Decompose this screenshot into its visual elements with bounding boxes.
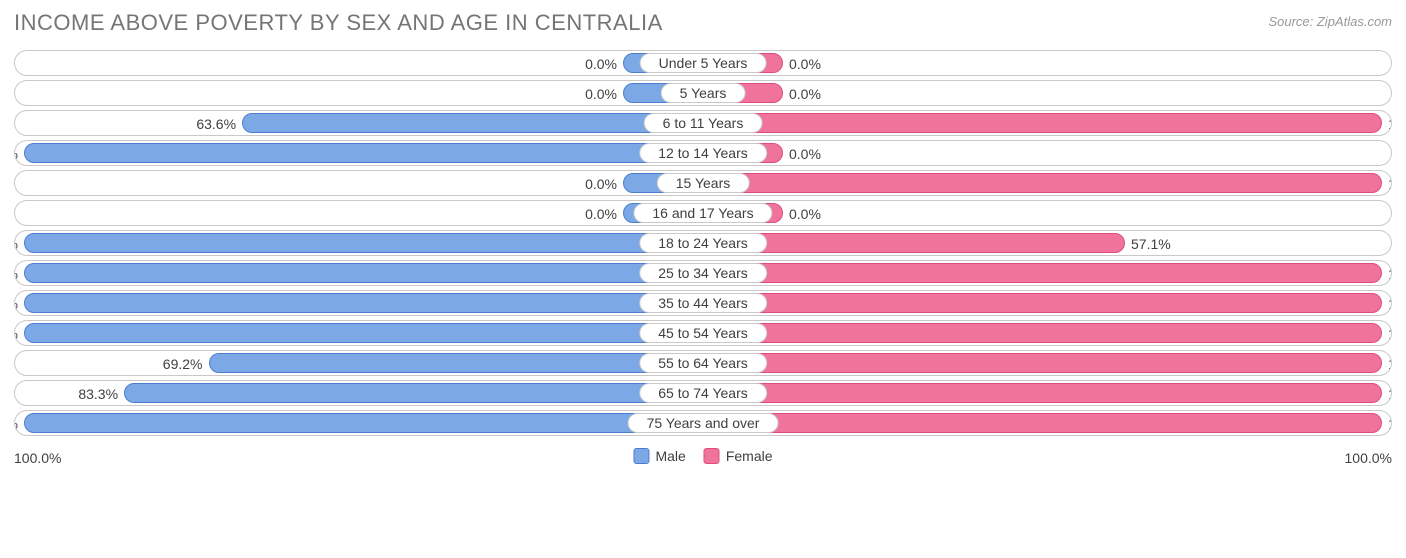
age-label: 6 to 11 Years <box>644 113 763 133</box>
chart-header: INCOME ABOVE POVERTY BY SEX AND AGE IN C… <box>14 10 1392 36</box>
bar-male <box>24 293 703 313</box>
age-label: 45 to 54 Years <box>639 323 767 343</box>
bar-female <box>703 323 1382 343</box>
legend-label-male: Male <box>655 448 685 464</box>
chart-row: 83.3% 100.0% 65 to 74 Years <box>14 380 1392 406</box>
bar-male <box>124 383 703 403</box>
chart-row: 100.0% 100.0% 35 to 44 Years <box>14 290 1392 316</box>
bar-female <box>703 353 1382 373</box>
legend-item-female: Female <box>704 448 773 464</box>
age-label: Under 5 Years <box>640 53 767 73</box>
bar-female <box>703 413 1382 433</box>
bar-male <box>24 263 703 283</box>
chart-rows: 0.0% 0.0% Under 5 Years 0.0% 0.0% 5 Years 63.6… <box>14 50 1392 436</box>
chart-row: 100.0% 0.0% 12 to 14 Years <box>14 140 1392 166</box>
age-label: 15 Years <box>657 173 750 193</box>
pct-label-male: 100.0% <box>14 411 18 436</box>
legend-item-male: Male <box>633 448 685 464</box>
pct-label-male: 83.3% <box>78 381 118 406</box>
pct-label-female: 100.0% <box>1388 171 1392 196</box>
age-label: 16 and 17 Years <box>633 203 772 223</box>
chart-title: INCOME ABOVE POVERTY BY SEX AND AGE IN C… <box>14 10 663 36</box>
axis-label-right: 100.0% <box>1345 450 1392 466</box>
age-label: 35 to 44 Years <box>639 293 767 313</box>
chart-row: 100.0% 100.0% 45 to 54 Years <box>14 320 1392 346</box>
chart-row: 100.0% 100.0% 25 to 34 Years <box>14 260 1392 286</box>
pct-label-male: 0.0% <box>585 51 617 76</box>
bar-male <box>24 323 703 343</box>
pct-label-male: 100.0% <box>14 291 18 316</box>
pct-label-female: 100.0% <box>1388 351 1392 376</box>
bar-female <box>703 173 1382 193</box>
chart-container: INCOME ABOVE POVERTY BY SEX AND AGE IN C… <box>0 0 1406 558</box>
bar-male <box>24 233 703 253</box>
bar-male <box>24 413 703 433</box>
bar-male <box>24 143 703 163</box>
pct-label-male: 0.0% <box>585 201 617 226</box>
pct-label-male: 100.0% <box>14 141 18 166</box>
legend-label-female: Female <box>726 448 773 464</box>
age-label: 25 to 34 Years <box>639 263 767 283</box>
legend-swatch-male <box>633 448 649 464</box>
chart-row: 0.0% 0.0% 16 and 17 Years <box>14 200 1392 226</box>
axis-label-left: 100.0% <box>14 450 61 466</box>
bar-female <box>703 383 1382 403</box>
chart-footer: 100.0% Male Female 100.0% <box>14 442 1392 472</box>
age-label: 18 to 24 Years <box>639 233 767 253</box>
pct-label-female: 100.0% <box>1388 321 1392 346</box>
chart-row: 69.2% 100.0% 55 to 64 Years <box>14 350 1392 376</box>
age-label: 12 to 14 Years <box>639 143 767 163</box>
age-label: 75 Years and over <box>628 413 779 433</box>
pct-label-male: 63.6% <box>196 111 236 136</box>
legend-swatch-female <box>704 448 720 464</box>
pct-label-female: 100.0% <box>1388 411 1392 436</box>
chart-row: 100.0% 57.1% 18 to 24 Years <box>14 230 1392 256</box>
pct-label-female: 100.0% <box>1388 291 1392 316</box>
bar-female <box>703 263 1382 283</box>
age-label: 55 to 64 Years <box>639 353 767 373</box>
pct-label-female: 100.0% <box>1388 261 1392 286</box>
pct-label-female: 0.0% <box>789 81 821 106</box>
chart-row: 0.0% 0.0% Under 5 Years <box>14 50 1392 76</box>
pct-label-female: 0.0% <box>789 51 821 76</box>
pct-label-female: 0.0% <box>789 201 821 226</box>
pct-label-female: 100.0% <box>1388 111 1392 136</box>
chart-source: Source: ZipAtlas.com <box>1268 14 1392 29</box>
pct-label-female: 100.0% <box>1388 381 1392 406</box>
bar-male <box>209 353 704 373</box>
chart-row: 0.0% 0.0% 5 Years <box>14 80 1392 106</box>
age-label: 65 to 74 Years <box>639 383 767 403</box>
pct-label-female: 57.1% <box>1131 231 1171 256</box>
bar-female <box>703 293 1382 313</box>
pct-label-male: 100.0% <box>14 321 18 346</box>
age-label: 5 Years <box>661 83 746 103</box>
chart-row: 63.6% 100.0% 6 to 11 Years <box>14 110 1392 136</box>
pct-label-male: 100.0% <box>14 231 18 256</box>
pct-label-male: 69.2% <box>163 351 203 376</box>
chart-legend: Male Female <box>633 448 772 464</box>
chart-row: 100.0% 100.0% 75 Years and over <box>14 410 1392 436</box>
pct-label-male: 100.0% <box>14 261 18 286</box>
bar-male <box>242 113 703 133</box>
pct-label-female: 0.0% <box>789 141 821 166</box>
bar-female <box>703 113 1382 133</box>
chart-row: 0.0% 100.0% 15 Years <box>14 170 1392 196</box>
pct-label-male: 0.0% <box>585 171 617 196</box>
pct-label-male: 0.0% <box>585 81 617 106</box>
